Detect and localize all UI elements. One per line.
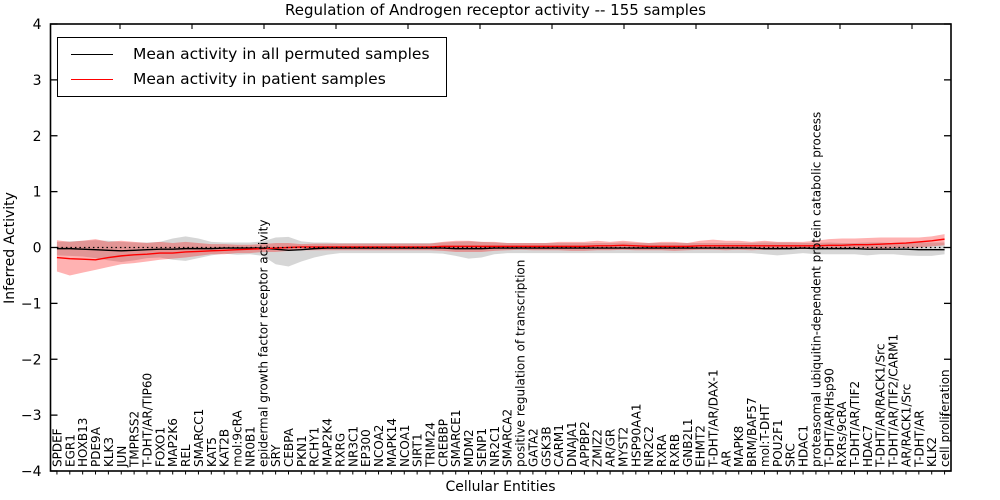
x-category-label: MAP2K6	[166, 418, 180, 467]
x-category-label: cell proliferation	[938, 369, 952, 467]
legend-label-patient: Mean activity in patient samples	[133, 70, 386, 88]
x-category-label: EP300	[359, 429, 373, 467]
x-category-label: T-DHT/AR	[912, 410, 926, 468]
x-axis-label: Cellular Entities	[445, 479, 556, 495]
x-category-label: SRY	[269, 444, 283, 467]
x-category-label: mol:9cRA	[231, 410, 245, 467]
x-category-label: MDM2	[462, 429, 476, 467]
x-category-label: SRC	[784, 443, 798, 467]
x-category-label: EHMT2	[694, 425, 708, 467]
x-category-label: NCOA2	[372, 425, 386, 467]
x-category-label: NR2C2	[642, 426, 656, 467]
y-tick-label: −1	[21, 296, 42, 312]
series-line-patient	[56, 238, 945, 261]
x-category-label: GNB2L1	[681, 419, 695, 467]
x-category-label: HDAC1	[797, 425, 811, 467]
legend: Mean activity in all permuted samples Me…	[57, 37, 447, 97]
x-category-label: T-DHT/AR/TIF2	[848, 381, 862, 468]
x-category-label: REL	[179, 444, 193, 467]
x-category-label: T-DHT/AR/Hsp90	[822, 368, 836, 468]
x-category-label: epidermal growth factor receptor activit…	[256, 220, 270, 467]
x-category-label: T-DHT/AR/DAX-1	[707, 369, 721, 468]
x-category-label: KAT2B	[218, 429, 232, 467]
x-category-label: TRIM24	[423, 422, 437, 468]
x-category-label: CREBBP	[436, 419, 450, 467]
y-tick-label: −3	[21, 408, 42, 424]
legend-item: Mean activity in patient samples	[71, 70, 430, 88]
x-category-label: HSP90AA1	[629, 403, 643, 467]
x-category-label: SIRT1	[411, 433, 425, 467]
x-category-label: RXRB	[668, 434, 682, 467]
x-category-label: AR/RACK1/Src	[899, 384, 913, 467]
x-category-label: JUN	[115, 446, 129, 468]
x-category-label: AR	[719, 450, 733, 467]
x-category-label: SPDEF	[50, 428, 64, 467]
x-category-label: HDAC7	[861, 425, 875, 467]
x-category-label: NR0B1	[243, 426, 257, 467]
legend-line-permuted-icon	[71, 53, 113, 55]
x-category-label: KLK3	[102, 437, 116, 467]
x-category-label: GSK3B	[539, 426, 553, 467]
x-category-label: KAT5	[205, 437, 219, 467]
x-category-label: proteasomal ubiquitin-dependent protein …	[809, 112, 823, 467]
x-category-label: SMARCC1	[192, 409, 206, 467]
y-tick-label: 0	[33, 241, 42, 257]
x-category-label: RXRA	[655, 434, 669, 467]
x-category-label: NR3C1	[346, 426, 360, 467]
x-category-label: T-DHT/AR/TIF2/CARM1	[887, 334, 901, 468]
x-category-label: CARM1	[552, 424, 566, 467]
x-category-label: NR2C1	[488, 426, 502, 467]
legend-label-permuted: Mean activity in all permuted samples	[133, 45, 430, 63]
x-category-label: PDE9A	[89, 426, 103, 467]
x-category-label: MAP2K4	[321, 418, 335, 467]
band-patient	[56, 234, 945, 276]
x-category-label: AR/GR	[604, 429, 618, 467]
x-category-label: BRM/BAF57	[745, 397, 759, 467]
x-category-label: APPBP2	[578, 421, 592, 467]
x-category-label: PKN1	[295, 435, 309, 467]
x-category-label: MYST2	[616, 427, 630, 467]
band-permuted	[56, 236, 945, 267]
chart-title: Regulation of Androgen receptor activity…	[285, 1, 706, 19]
x-category-label: EGR1	[63, 434, 77, 467]
legend-line-patient-icon	[71, 78, 113, 80]
x-category-label: DNAJA1	[565, 421, 579, 467]
x-category-label: SENP1	[475, 428, 489, 467]
y-tick-label: 4	[33, 17, 42, 33]
y-tick-label: 2	[33, 129, 42, 145]
x-category-label: SMARCE1	[449, 409, 463, 467]
x-category-label: SMARCA2	[501, 409, 515, 467]
x-category-label: POU2F1	[771, 419, 785, 467]
series-line-permuted	[56, 247, 945, 252]
x-category-label: T-DHT/AR/TIP60	[140, 373, 154, 468]
x-category-label: NCOA1	[398, 425, 412, 467]
y-tick-label: 3	[33, 73, 42, 89]
y-tick-label: 1	[33, 185, 42, 201]
x-category-label: RXRG	[333, 433, 347, 467]
x-category-label: positive regulation of transcription	[514, 260, 528, 467]
y-tick-label: −4	[21, 464, 42, 480]
x-category-label: MAPK14	[385, 418, 399, 467]
x-category-label: GATA2	[526, 428, 540, 467]
x-category-label: HOXB13	[76, 418, 90, 467]
x-category-label: TMPRSS2	[128, 411, 142, 468]
x-category-label: RCHY1	[308, 427, 322, 467]
x-category-label: ZMIZ2	[591, 429, 605, 467]
x-category-label: T-DHT/AR/RACK1/Src	[874, 344, 888, 468]
x-category-label: MAPK8	[732, 426, 746, 467]
y-tick-label: −2	[21, 352, 42, 368]
x-category-label: FOXO1	[153, 427, 167, 467]
x-category-label: RXRs/9cRA	[835, 401, 849, 467]
x-category-label: CEBPA	[282, 427, 296, 467]
x-category-label: KLK2	[925, 437, 939, 467]
legend-item: Mean activity in all permuted samples	[71, 45, 430, 63]
x-category-label: mol:T-DHT	[758, 404, 772, 467]
